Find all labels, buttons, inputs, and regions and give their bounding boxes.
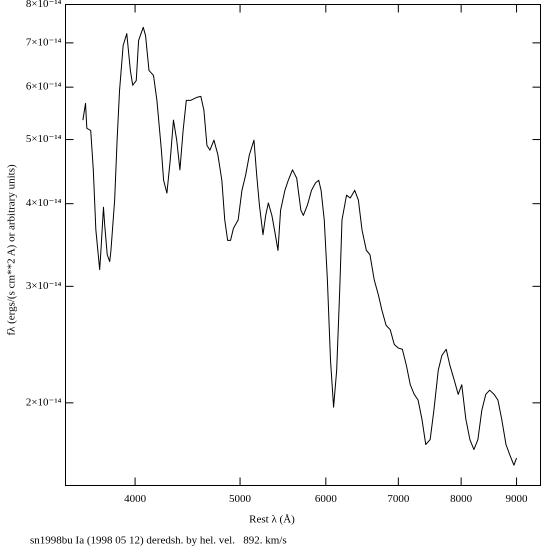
chart-title: sn1998bu Ia (1998 05 12) deredsh. by hel… — [30, 535, 287, 547]
x-tick-label: 4000 — [124, 493, 147, 505]
spectrum-line — [82, 26, 518, 466]
x-tick-label: 6000 — [315, 493, 338, 505]
y-tick-label: 3×10⁻¹⁴ — [26, 280, 62, 292]
x-tick-label: 8000 — [450, 493, 473, 505]
x-tick-label: 7000 — [387, 493, 410, 505]
y-tick-label: 4×10⁻¹⁴ — [26, 197, 62, 209]
y-tick-label: 6×10⁻¹⁴ — [26, 81, 62, 93]
y-tick-label: 7×10⁻¹⁴ — [26, 36, 62, 48]
y-tick-label: 8×10⁻¹⁴ — [26, 0, 62, 10]
y-axis-label: fλ (ergs/(s cm**2 A) or arbitrary units) — [6, 164, 18, 336]
y-tick-label: 2×10⁻¹⁴ — [26, 396, 62, 408]
y-tick-label: 5×10⁻¹⁴ — [26, 133, 62, 145]
plot-frame — [65, 4, 541, 486]
x-tick-label: 9000 — [506, 493, 529, 505]
x-axis-label: Rest λ (Å) — [249, 514, 295, 526]
x-tick-label: 5000 — [229, 493, 252, 505]
